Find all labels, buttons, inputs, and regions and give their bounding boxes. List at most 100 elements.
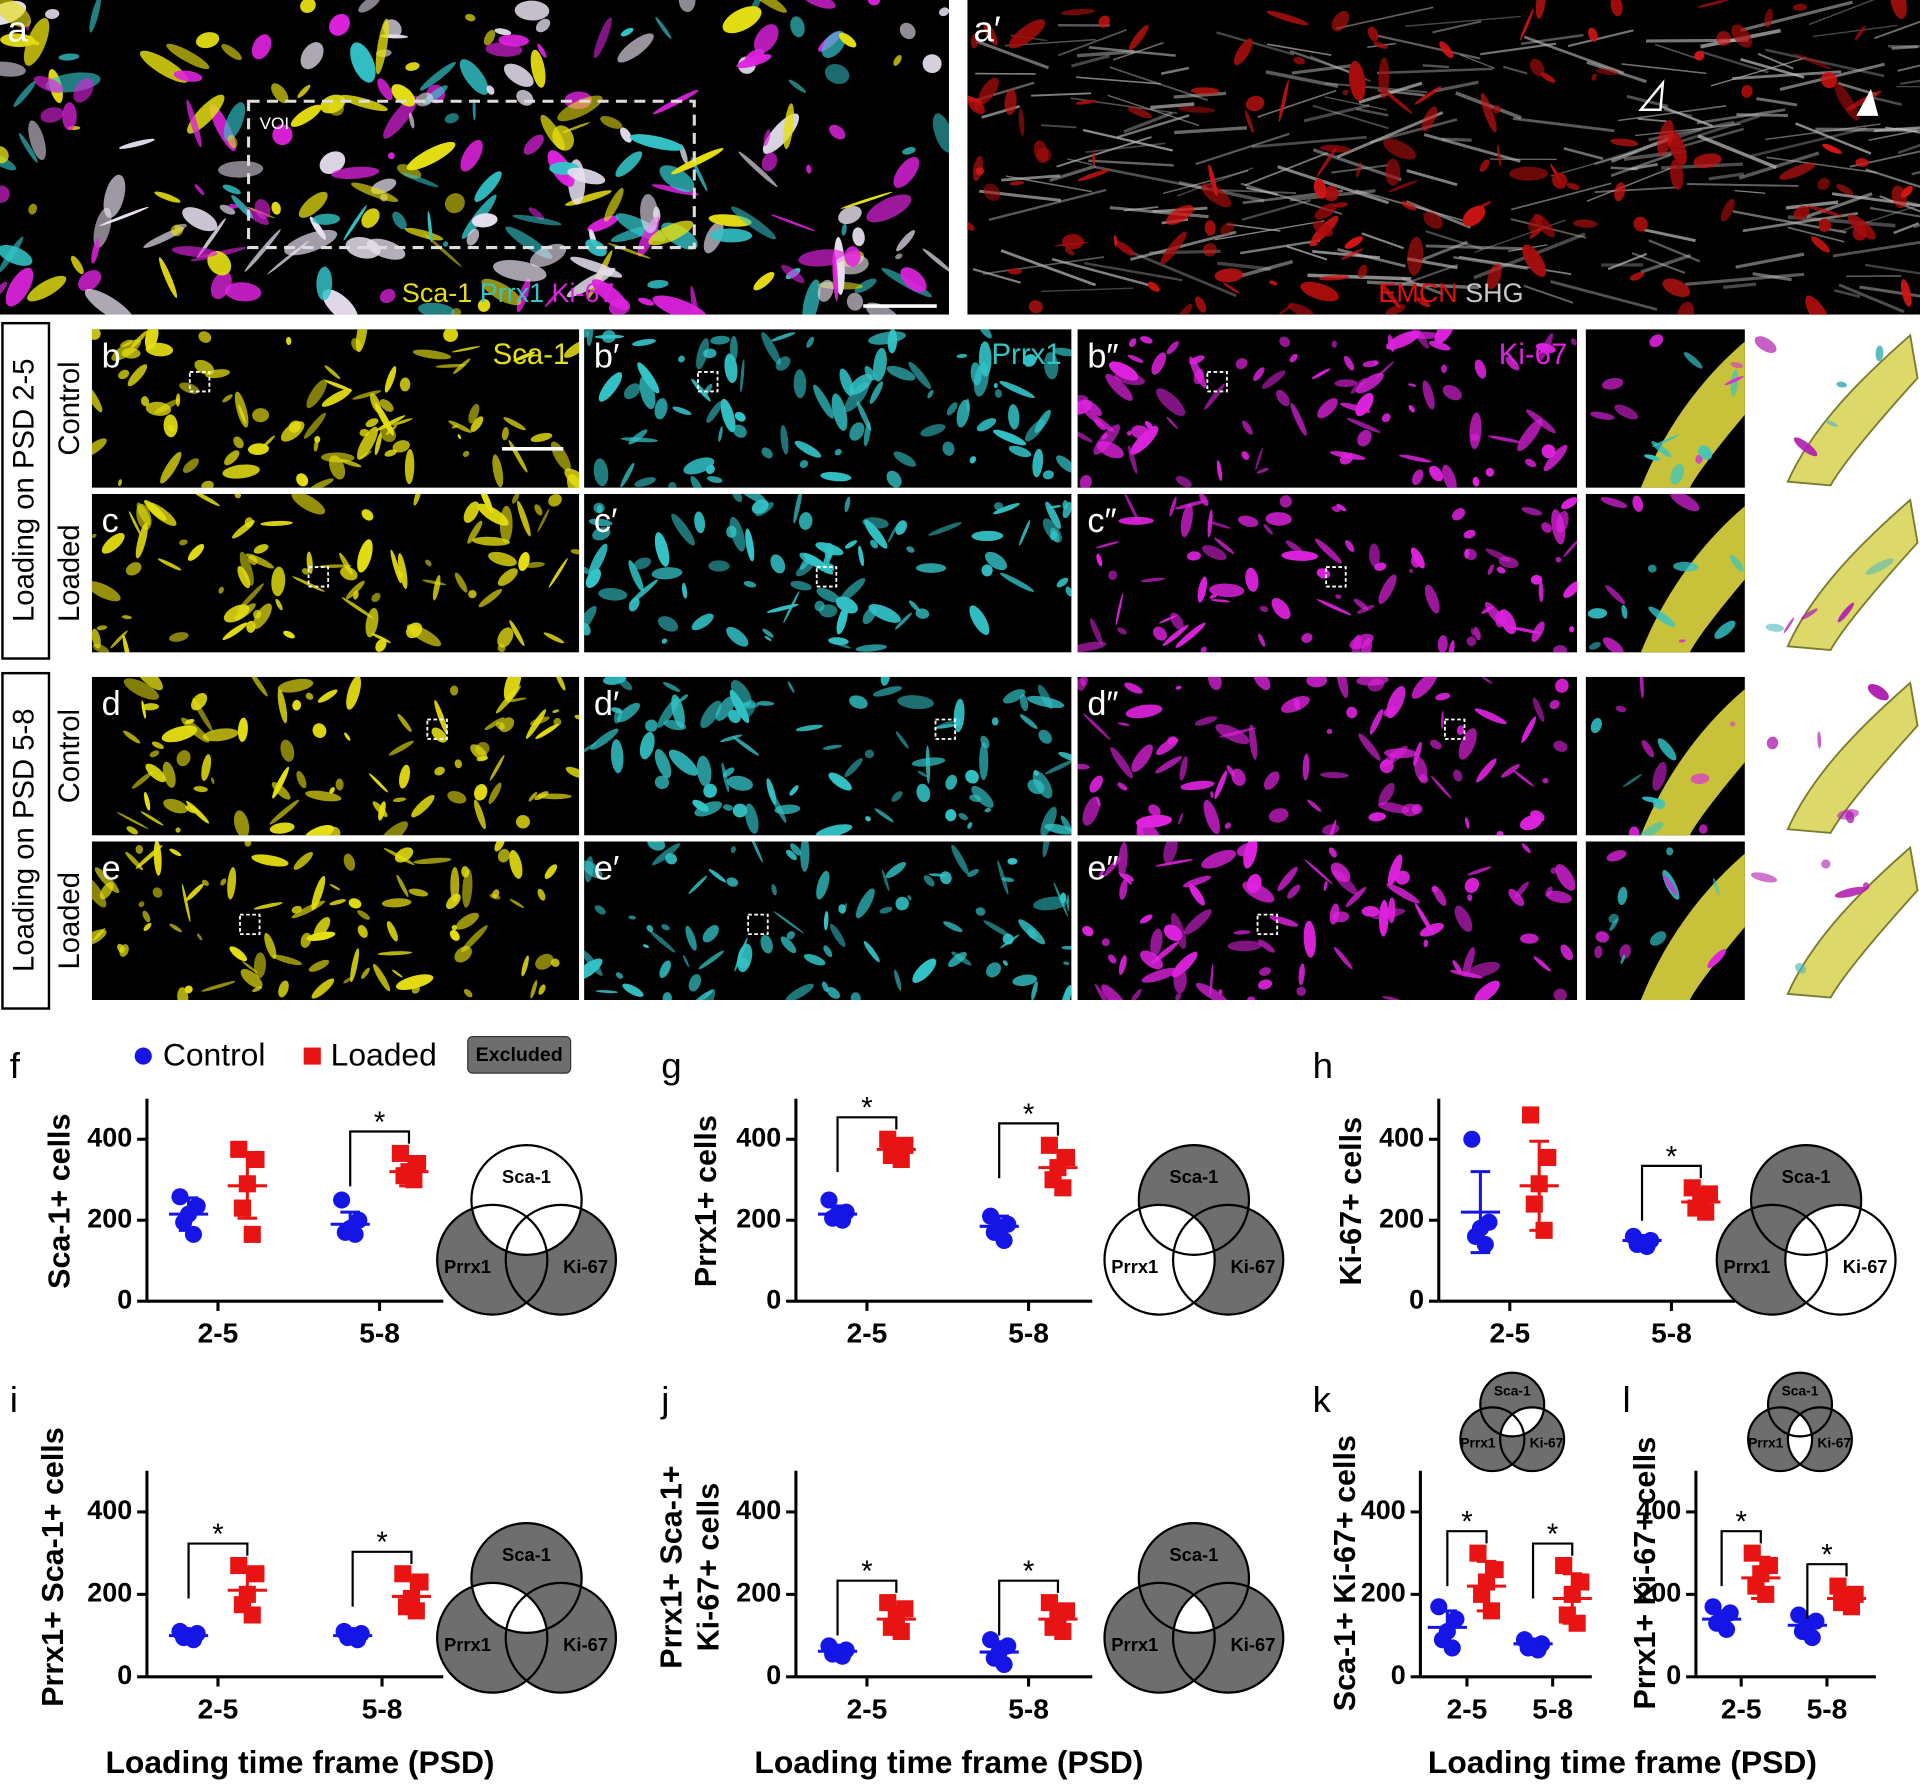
significance-label: * bbox=[1666, 1140, 1677, 1173]
venn-label: Sca-1 bbox=[502, 1166, 551, 1187]
stain-name: SHG bbox=[1465, 278, 1523, 308]
stain-name: EMCN bbox=[1378, 278, 1457, 308]
micrograph bbox=[1077, 676, 1578, 836]
error-bar bbox=[237, 1151, 258, 1220]
y-axis-label: Sca-1+ Ki-67+ cells bbox=[1328, 1435, 1362, 1711]
significance-label: * bbox=[376, 1526, 387, 1559]
y-tick-label: 400 bbox=[736, 1495, 781, 1525]
group-label: Loading on PSD 2-5 bbox=[7, 359, 40, 622]
venn-outline bbox=[1137, 1522, 1251, 1635]
condition-label: Loaded bbox=[53, 872, 86, 970]
venn-outline bbox=[1784, 1203, 1897, 1316]
micrograph bbox=[91, 493, 580, 653]
render-3d bbox=[1765, 498, 1919, 651]
x-tick-label: 5-8 bbox=[1008, 1318, 1049, 1349]
panel-letter: d″ bbox=[1087, 685, 1118, 723]
x-tick-label: 2-5 bbox=[847, 1318, 888, 1349]
inset bbox=[1585, 676, 1745, 836]
micrograph bbox=[1077, 329, 1578, 488]
y-axis-label: Ki-67+ cells bbox=[691, 1483, 725, 1652]
venn-diagram: Sca-1 Prrx1 Ki-67 bbox=[436, 1522, 618, 1694]
venn-diagram: Sca-1 Prrx1 Ki-67 bbox=[1103, 1522, 1285, 1694]
data-point bbox=[333, 1191, 351, 1209]
venn-outline bbox=[1766, 1371, 1834, 1438]
x-tick-label: 2-5 bbox=[1489, 1318, 1530, 1349]
roi-box bbox=[747, 913, 769, 936]
venn-label: Sca-1 bbox=[1494, 1383, 1531, 1398]
panel-letter: l bbox=[1622, 1379, 1630, 1420]
panel-letter: h bbox=[1313, 1045, 1333, 1086]
significance-label: * bbox=[1821, 1539, 1832, 1572]
micrograph bbox=[584, 841, 1072, 1000]
x-axis-label: Loading time frame (PSD) bbox=[1428, 1744, 1817, 1780]
roi-box bbox=[815, 566, 838, 588]
legend-marker bbox=[303, 1047, 321, 1065]
error-bar bbox=[1048, 1605, 1068, 1633]
panel-letter: f bbox=[10, 1045, 21, 1086]
venn-label: Ki-67 bbox=[1530, 1436, 1564, 1451]
venn-outline bbox=[504, 1581, 618, 1694]
venn-diagram: Sca-1 Prrx1 Ki-67 bbox=[436, 1144, 618, 1316]
significance-bracket bbox=[351, 1550, 413, 1607]
error-bar bbox=[886, 1605, 907, 1633]
venn-label: Ki-67 bbox=[1231, 1634, 1276, 1655]
error-bar bbox=[1476, 1559, 1497, 1613]
panel-letter: c″ bbox=[1087, 502, 1116, 540]
venn-label: Ki-67 bbox=[1231, 1256, 1276, 1277]
y-tick-label: 0 bbox=[117, 1660, 132, 1690]
micrograph bbox=[584, 493, 1072, 653]
roi-box bbox=[1325, 566, 1347, 588]
significance-label: * bbox=[1736, 1506, 1747, 1539]
venn-highlight bbox=[1173, 1582, 1215, 1633]
significance-bracket bbox=[187, 1542, 249, 1599]
panel-letter: g bbox=[661, 1045, 681, 1086]
inset bbox=[1585, 329, 1745, 488]
stain-name: Sca-1 bbox=[402, 278, 472, 308]
significance-bracket bbox=[998, 1122, 1060, 1179]
render-3d bbox=[1766, 681, 1919, 834]
panel-letter: b bbox=[102, 338, 121, 376]
micrograph bbox=[91, 676, 580, 836]
significance-bracket bbox=[836, 1579, 898, 1636]
venn-label: Prrx1 bbox=[444, 1256, 491, 1277]
venn-highlight bbox=[1787, 1407, 1813, 1472]
venn-diagram: Sca-1 Prrx1 Ki-67 bbox=[1103, 1144, 1285, 1316]
venn-label: Ki-67 bbox=[1817, 1436, 1851, 1451]
roi-box bbox=[188, 371, 211, 393]
venn-outline bbox=[504, 1203, 618, 1316]
voi-label: VOI bbox=[260, 114, 290, 133]
y-tick-label: 0 bbox=[117, 1284, 132, 1314]
data-point bbox=[1447, 1610, 1465, 1628]
micrograph-a bbox=[0, 0, 949, 315]
error-bar bbox=[401, 1578, 422, 1615]
error-bar bbox=[1048, 1149, 1068, 1186]
data-point bbox=[394, 1565, 412, 1583]
y-tick-label: 200 bbox=[736, 1577, 781, 1607]
roi-box bbox=[239, 913, 261, 936]
panel-letter: c bbox=[102, 502, 119, 540]
inset bbox=[1585, 841, 1745, 1000]
panel-letter: d′ bbox=[594, 685, 619, 723]
significance-label: * bbox=[861, 1555, 872, 1588]
panel-letter: i bbox=[10, 1379, 18, 1420]
y-axis-label: Prrx1+ Sca-1+ cells bbox=[36, 1427, 70, 1707]
condition-label: Loaded bbox=[53, 524, 86, 622]
panel-letter: d bbox=[102, 685, 121, 723]
panel-letter: k bbox=[1313, 1379, 1332, 1420]
image-bg bbox=[91, 841, 580, 1000]
venn-highlight bbox=[471, 1145, 582, 1255]
error-bar bbox=[1562, 1572, 1583, 1625]
venn-label: Sca-1 bbox=[1782, 1166, 1831, 1187]
y-tick-label: 0 bbox=[1391, 1660, 1406, 1690]
venn-outline bbox=[470, 1144, 583, 1256]
venn-highlight bbox=[471, 1582, 548, 1633]
error-bar bbox=[178, 1196, 199, 1232]
significance-bracket bbox=[1531, 1542, 1574, 1599]
x-tick-label: 2-5 bbox=[847, 1693, 888, 1724]
error-bar bbox=[1470, 1170, 1491, 1255]
venn-highlight bbox=[1785, 1204, 1896, 1315]
data-point bbox=[1469, 1544, 1487, 1562]
stain-legend: Sca-1 Prrx1 Ki-67 bbox=[402, 278, 615, 308]
micrograph bbox=[1077, 493, 1578, 653]
